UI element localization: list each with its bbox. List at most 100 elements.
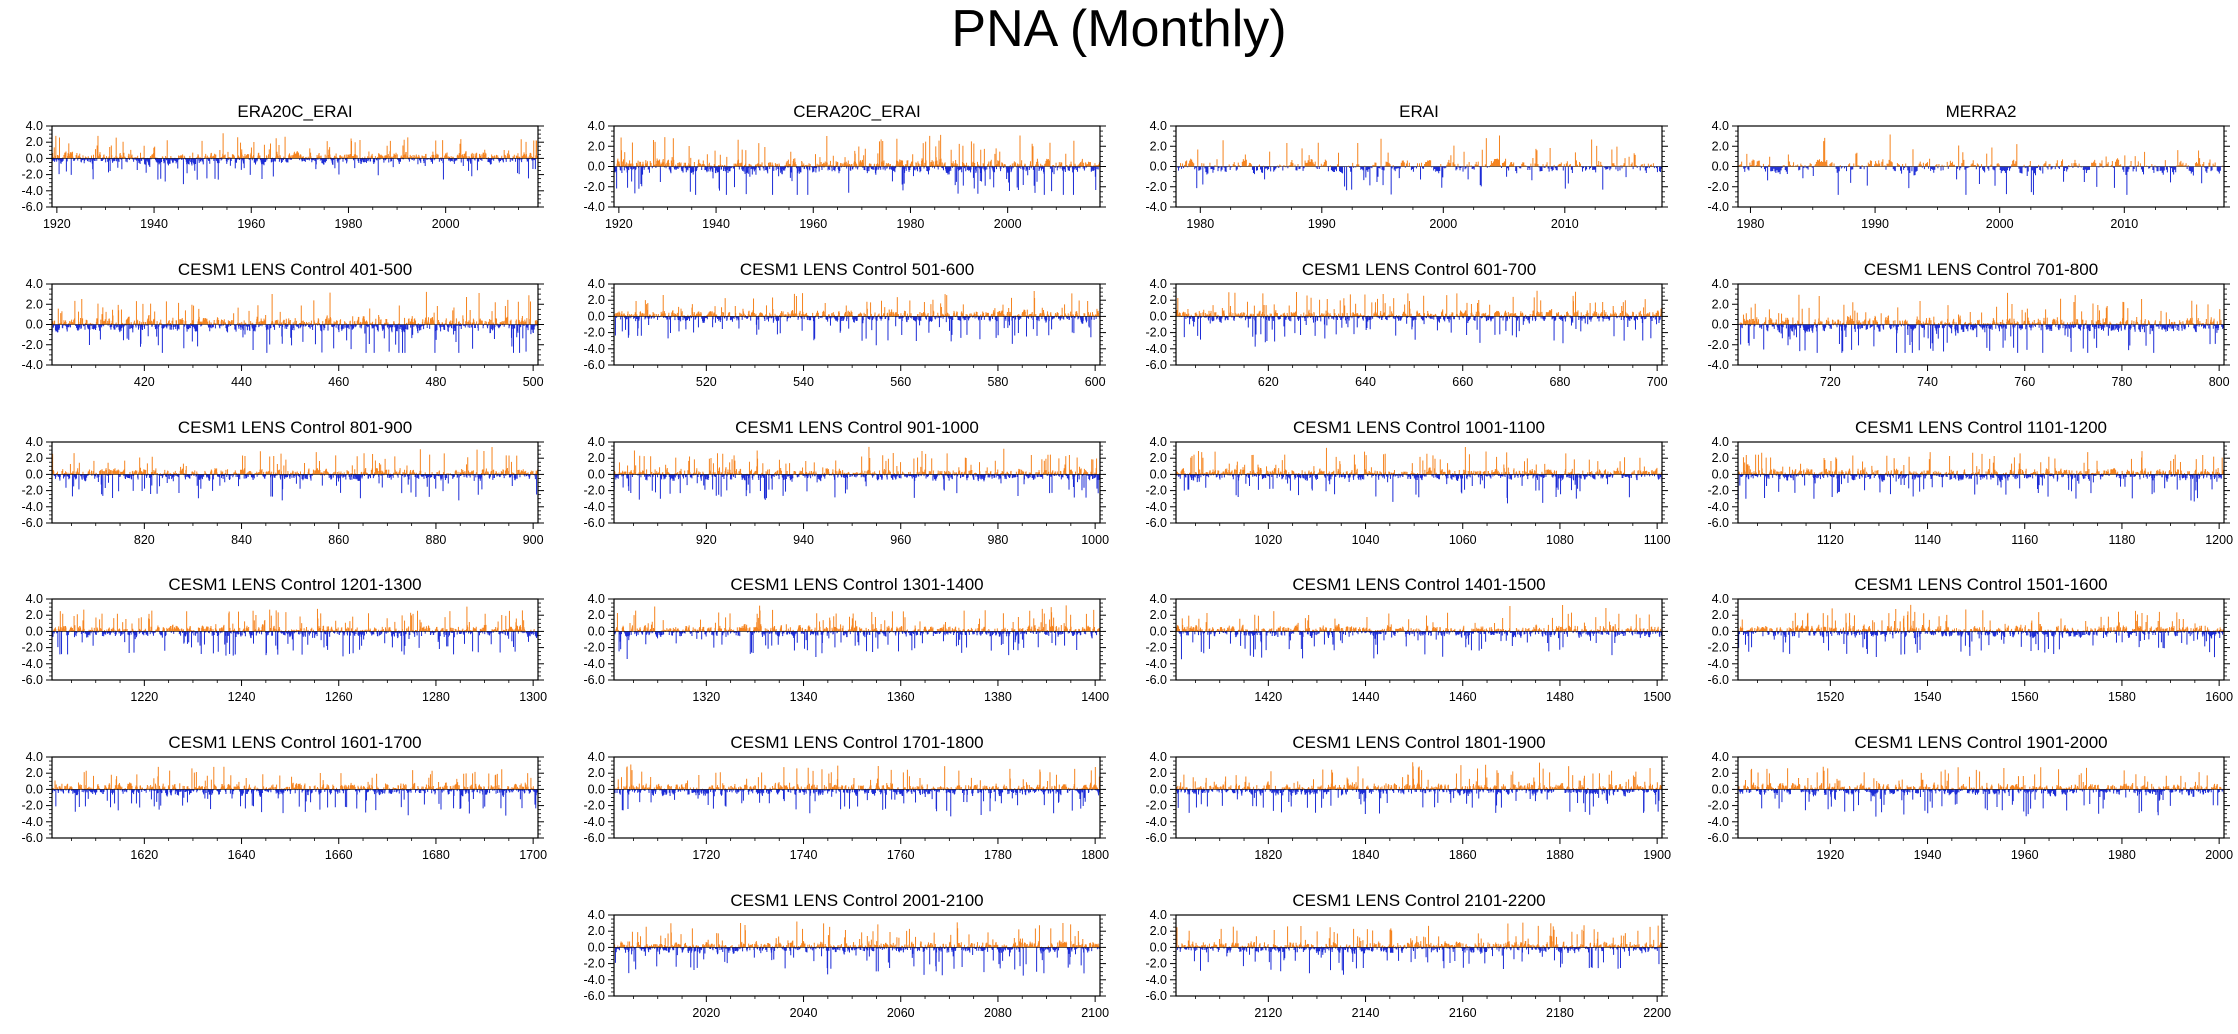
x-tick-label: 980 — [988, 533, 1009, 547]
x-tick-label: 680 — [1550, 375, 1571, 389]
x-tick-label: 1980 — [1737, 217, 1765, 231]
x-tick-label: 1260 — [325, 690, 353, 704]
y-tick-label: 2.0 — [1150, 924, 1167, 938]
y-tick-label: 4.0 — [1150, 119, 1167, 133]
panel-title: CESM1 LENS Control 1201-1300 — [168, 575, 421, 594]
positive-bars — [1738, 134, 2223, 167]
panel-title: CESM1 LENS Control 1001-1100 — [1293, 418, 1545, 437]
x-tick-label: 1840 — [1352, 848, 1380, 862]
x-tick-label: 2180 — [1546, 1006, 1574, 1020]
negative-bars — [1175, 789, 1663, 815]
x-tick-label: 1460 — [1449, 690, 1477, 704]
negative-bars — [614, 789, 1101, 817]
figure-title: PNA (Monthly) — [951, 0, 1287, 58]
x-tick-label: 1440 — [1352, 690, 1380, 704]
x-tick-label: 580 — [988, 375, 1009, 389]
y-tick-label: -4.0 — [583, 342, 605, 356]
x-tick-label: 1980 — [897, 217, 925, 231]
y-tick-label: 4.0 — [1150, 435, 1167, 449]
x-tick-label: 2140 — [1352, 1006, 1380, 1020]
plot-frame — [613, 598, 1101, 681]
y-tick-label: -4.0 — [1145, 200, 1167, 214]
positive-bars — [52, 291, 538, 325]
y-tick-label: -2.0 — [583, 326, 605, 340]
panel-9: 4.0 2.0 0.0 -2.0 -4.0 -6.0 820 840 860 880 900 CESM… — [21, 418, 544, 547]
y-tick-label: -6.0 — [1145, 673, 1167, 687]
y-tick-label: 2.0 — [588, 293, 605, 307]
x-tick-label: 1960 — [799, 217, 827, 231]
y-tick-label: -2.0 — [1145, 326, 1167, 340]
y-tick-label: -6.0 — [1145, 831, 1167, 845]
x-tick-label: 1760 — [887, 848, 915, 862]
y-tick-label: 2.0 — [1150, 451, 1167, 465]
x-tick-label: 2120 — [1254, 1006, 1282, 1020]
y-tick-label: -4.0 — [583, 200, 605, 214]
y-tick-label: 2.0 — [1712, 297, 1729, 311]
panel-title: CESM1 LENS Control 601-700 — [1302, 260, 1536, 279]
y-tick-label: 2.0 — [1712, 766, 1729, 780]
y-tick-label: 4.0 — [1712, 750, 1729, 764]
y-tick-label: -2.0 — [583, 799, 605, 813]
plot-frame — [1737, 441, 2225, 524]
plot-frame — [1737, 756, 2225, 839]
y-tick-label: -2.0 — [1145, 484, 1167, 498]
positive-bars — [1737, 604, 2225, 632]
y-tick-label: -6.0 — [21, 673, 43, 687]
y-tick-label: -2.0 — [21, 484, 43, 498]
y-tick-label: -6.0 — [583, 358, 605, 372]
plot-frame — [1175, 283, 1663, 366]
positive-bars — [614, 446, 1101, 475]
panel-title: CESM1 LENS Control 801-900 — [178, 418, 412, 437]
y-tick-label: -2.0 — [1707, 484, 1729, 498]
x-tick-label: 2020 — [692, 1006, 720, 1020]
x-tick-label: 560 — [890, 375, 911, 389]
y-tick-label: 0.0 — [588, 940, 605, 954]
x-tick-label: 1480 — [1546, 690, 1574, 704]
x-tick-label: 840 — [231, 533, 252, 547]
x-tick-label: 1320 — [692, 690, 720, 704]
y-tick-label: 0.0 — [1712, 467, 1729, 481]
positive-bars — [615, 605, 1100, 632]
y-tick-label: 0.0 — [1712, 160, 1729, 174]
y-tick-label: -6.0 — [583, 516, 605, 530]
x-tick-label: 2000 — [1429, 217, 1457, 231]
panel-18: 4.0 2.0 0.0 -2.0 -4.0 -6.0 1720 1740 1760 1780 180… — [583, 733, 1109, 862]
y-tick-label: -4.0 — [1145, 500, 1167, 514]
y-tick-label: -4.0 — [583, 657, 605, 671]
y-tick-label: 4.0 — [1712, 435, 1729, 449]
positive-bars — [51, 447, 539, 475]
x-tick-label: 1940 — [702, 217, 730, 231]
x-tick-label: 2200 — [1643, 1006, 1671, 1020]
y-tick-label: -2.0 — [1145, 641, 1167, 655]
panel-14: 4.0 2.0 0.0 -2.0 -4.0 -6.0 1320 1340 1360 1380 140… — [583, 575, 1109, 704]
x-tick-label: 1700 — [519, 848, 547, 862]
x-tick-label: 760 — [2014, 375, 2035, 389]
panel-5: 4.0 2.0 0.0 -2.0 -4.0 420 440 460 480 500 CESM1 LE… — [21, 260, 544, 389]
x-tick-label: 1380 — [984, 690, 1012, 704]
panel-title: CESM1 LENS Control 901-1000 — [735, 418, 979, 437]
y-tick-label: 4.0 — [26, 750, 43, 764]
positive-bars — [1175, 290, 1663, 317]
x-tick-label: 940 — [793, 533, 814, 547]
y-tick-label: 4.0 — [588, 119, 605, 133]
x-tick-label: 440 — [231, 375, 252, 389]
y-tick-label: 0.0 — [588, 309, 605, 323]
x-tick-label: 1920 — [1816, 848, 1844, 862]
x-tick-label: 1340 — [790, 690, 818, 704]
panel-title: CESM1 LENS Control 1301-1400 — [730, 575, 983, 594]
x-tick-label: 1300 — [519, 690, 547, 704]
x-tick-label: 1040 — [1352, 533, 1380, 547]
panel-19: 4.0 2.0 0.0 -2.0 -4.0 -6.0 1820 1840 1860 1880 190… — [1145, 733, 1671, 862]
panel-16: 4.0 2.0 0.0 -2.0 -4.0 -6.0 1520 1540 1560 1580 160… — [1707, 575, 2233, 704]
x-tick-label: 1780 — [984, 848, 1012, 862]
negative-bars — [1738, 324, 2225, 353]
x-tick-label: 2000 — [994, 217, 1022, 231]
positive-bars — [52, 133, 538, 159]
x-tick-label: 1640 — [228, 848, 256, 862]
positive-bars — [1176, 135, 1654, 167]
panel-3: 4.0 2.0 0.0 -2.0 -4.0 1980 1990 2000 2010 ERAI — [1145, 102, 1668, 231]
plot-frame — [1175, 598, 1663, 681]
y-tick-label: 0.0 — [26, 318, 43, 332]
